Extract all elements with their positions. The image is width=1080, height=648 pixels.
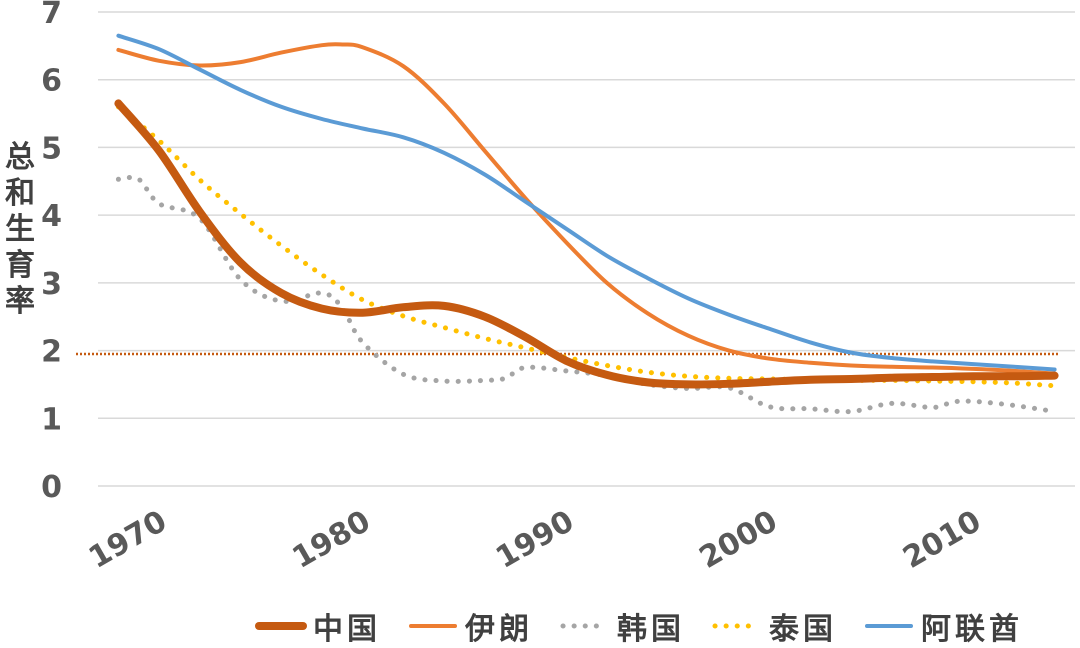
x-axis-ticks: 1970 1980 1990 2000 2010 — [83, 504, 987, 576]
x-tick-label: 1970 — [83, 504, 173, 576]
legend-swatch — [560, 623, 610, 629]
y-tick-label: 3 — [41, 267, 62, 302]
y-axis-label: 总和生育率 — [2, 140, 38, 320]
y-axis-label-char: 率 — [5, 284, 35, 319]
legend-item: 阿联酋 — [863, 604, 1023, 648]
legend-item: 伊朗 — [407, 604, 533, 648]
x-tick-label: 2010 — [897, 504, 987, 576]
y-axis-label-char: 总 — [5, 140, 35, 175]
y-tick-label: 0 — [41, 470, 62, 505]
y-axis-label-char: 生 — [5, 212, 35, 247]
x-tick-label: 1980 — [287, 504, 377, 576]
legend-item: 泰国 — [711, 604, 837, 648]
legend-label: 泰国 — [769, 612, 837, 647]
y-tick-label: 2 — [41, 335, 62, 370]
legend-swatch — [865, 624, 913, 628]
series-line — [116, 33, 1057, 372]
y-tick-label: 7 — [41, 0, 62, 31]
series-lines — [114, 33, 1059, 415]
x-tick-label: 2000 — [694, 504, 784, 576]
legend-swatch — [255, 622, 307, 630]
legend-item: 中国 — [255, 604, 381, 648]
y-tick-label: 4 — [41, 199, 62, 234]
y-axis-label-char: 育 — [5, 248, 35, 283]
legend-swatch — [712, 623, 762, 629]
series-line — [115, 104, 1058, 389]
y-axis-ticks: 0 1 2 3 4 5 6 7 — [41, 0, 62, 505]
legend-label: 中国 — [313, 612, 381, 647]
series-line — [115, 174, 1058, 415]
legend-label: 阿联酋 — [921, 612, 1023, 647]
y-tick-label: 6 — [41, 64, 62, 99]
series-line — [114, 99, 1059, 389]
gridlines — [98, 11, 1075, 487]
y-tick-label: 1 — [41, 402, 62, 437]
y-axis-label-char: 和 — [5, 176, 35, 211]
legend-label: 韩国 — [617, 612, 685, 647]
legend-swatch — [409, 624, 457, 628]
legend-label: 伊朗 — [465, 612, 533, 647]
y-tick-label: 5 — [41, 131, 62, 166]
series-line — [116, 42, 1057, 376]
legend-item: 韩国 — [559, 604, 685, 648]
x-tick-label: 1990 — [490, 504, 580, 576]
legend: 中国 伊朗 韩国 泰国 阿联酋 — [255, 604, 1049, 648]
